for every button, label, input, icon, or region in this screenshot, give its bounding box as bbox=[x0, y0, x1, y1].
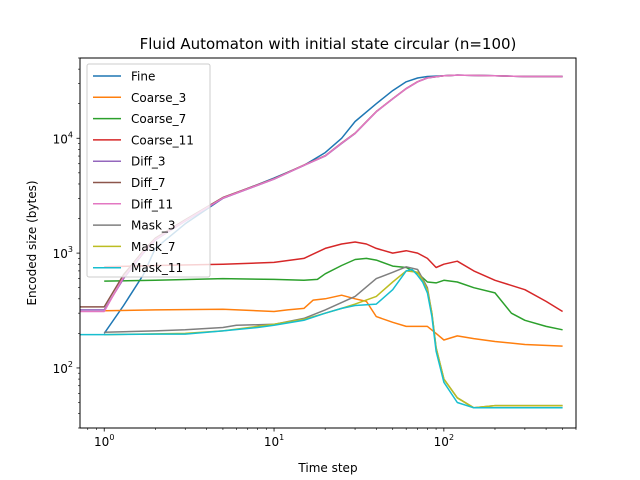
series-line-coarse-11 bbox=[104, 241, 563, 313]
y-axis-label: Encoded size (bytes) bbox=[25, 180, 39, 305]
legend-label: Diff_3 bbox=[131, 155, 165, 169]
x-axis-ticks: 100 101 102 bbox=[87, 428, 577, 449]
series-line-mask-7 bbox=[104, 270, 563, 409]
plot-area-frame bbox=[79, 57, 577, 429]
legend-label: Coarse_7 bbox=[131, 112, 186, 126]
legend: Fine Coarse_3 Coarse_7 Coarse_11 Diff_3 Diff_… bbox=[86, 63, 211, 278]
series-line-mask-11 bbox=[80, 268, 563, 409]
legend-label: Fine bbox=[131, 70, 155, 84]
legend-label: Diff_7 bbox=[131, 176, 165, 190]
series-line-mask-3 bbox=[104, 266, 563, 409]
legend-label: Coarse_3 bbox=[131, 91, 186, 105]
y-tick-label: 104 bbox=[53, 130, 73, 146]
legend-label: Coarse_11 bbox=[131, 133, 194, 147]
legend-label: Mask_7 bbox=[131, 240, 176, 254]
chart-title: Fluid Automaton with initial state circu… bbox=[140, 35, 517, 53]
y-tick-label: 103 bbox=[53, 245, 73, 261]
x-axis-label: Time step bbox=[297, 461, 357, 475]
y-axis-ticks: 102 103 104 bbox=[53, 57, 80, 429]
x-tick-label: 100 bbox=[94, 433, 114, 449]
x-tick-label: 101 bbox=[264, 433, 284, 449]
legend-label: Diff_11 bbox=[131, 197, 173, 211]
legend-label: Mask_3 bbox=[131, 219, 176, 233]
x-tick-label: 102 bbox=[434, 433, 454, 449]
series-line-coarse-3 bbox=[104, 294, 563, 347]
legend-box bbox=[86, 63, 211, 278]
series-line-coarse-7 bbox=[104, 257, 563, 331]
legend-label: Mask_11 bbox=[131, 261, 183, 275]
y-tick-label: 102 bbox=[53, 360, 73, 376]
